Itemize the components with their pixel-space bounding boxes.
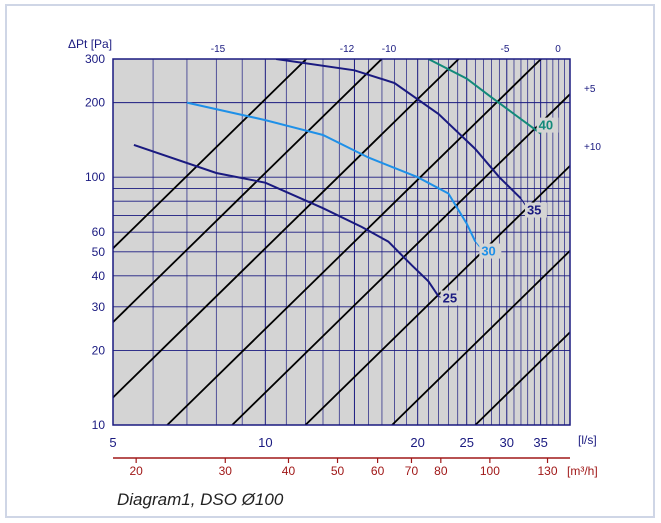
x-tick-label-m3h: 130 xyxy=(538,464,558,478)
x-tick-label-m3h: 70 xyxy=(405,464,419,478)
x-tick-label-ls: 5 xyxy=(109,435,116,450)
series-label-bg xyxy=(524,202,547,218)
series-line-30 xyxy=(186,101,477,243)
x-tick-label-m3h: 50 xyxy=(331,464,345,478)
damper-line xyxy=(113,59,307,250)
series-label-bg xyxy=(479,243,502,259)
damper-line xyxy=(304,164,570,425)
y-tick-label: 10 xyxy=(92,418,106,432)
series-line-40 xyxy=(427,59,542,135)
x-tick-label-ls: 25 xyxy=(459,435,473,450)
x-tick-label-m3h: 60 xyxy=(371,464,385,478)
x-tick-label-m3h: 80 xyxy=(434,464,448,478)
damper-line xyxy=(113,59,383,324)
series-line-35 xyxy=(275,59,522,200)
x-tick-label-ls: 30 xyxy=(500,435,514,450)
series-label-25: 25 xyxy=(443,291,457,306)
y-tick-label: 100 xyxy=(85,170,105,184)
series-label-bg xyxy=(440,290,463,306)
series-label-40: 40 xyxy=(539,118,553,133)
x-tick-label-ls: 35 xyxy=(533,435,547,450)
series-group xyxy=(133,59,542,298)
damper-line xyxy=(166,59,542,425)
x-tick-label-ls: 10 xyxy=(258,435,272,450)
x-tick-label-m3h: 30 xyxy=(219,464,233,478)
plot-border xyxy=(112,58,571,426)
damper-line xyxy=(474,331,570,425)
x-axis-label-m3h: [m³/h] xyxy=(567,464,598,478)
x-tick-label-m3h: 100 xyxy=(480,464,500,478)
damper-label-top: -15 xyxy=(211,44,226,55)
y-tick-label: 50 xyxy=(92,245,106,259)
y-tick-label: 40 xyxy=(92,269,106,283)
y-tick-label: 30 xyxy=(92,300,106,314)
y-tick-label: 20 xyxy=(92,343,106,357)
y-axis-label: ΔPt [Pa] xyxy=(68,37,112,51)
series-line-25 xyxy=(133,143,440,298)
damper-label-top: -5 xyxy=(501,44,510,55)
damper-label-right: +5 xyxy=(584,84,596,95)
series-label-30: 30 xyxy=(481,244,495,259)
damper-line xyxy=(113,59,460,399)
y-tick-label: 200 xyxy=(85,96,105,110)
y-tick-label: 300 xyxy=(85,52,105,66)
series-label-bg xyxy=(536,117,559,133)
damper-label-top: -10 xyxy=(382,44,397,55)
damper-label-top: 0 xyxy=(555,44,561,55)
x-tick-label-ls: 20 xyxy=(410,435,424,450)
series-label-35: 35 xyxy=(527,203,541,218)
damper-label-right: +10 xyxy=(584,142,601,153)
chart-caption: Diagram1, DSO Ø100 xyxy=(117,490,284,509)
x-axis-label-ls: [l/s] xyxy=(578,433,597,447)
y-tick-label: 60 xyxy=(92,225,106,239)
damper-label-top: -12 xyxy=(340,44,355,55)
x-tick-label-m3h: 40 xyxy=(282,464,296,478)
damper-line xyxy=(391,249,570,425)
plot-background xyxy=(113,59,570,425)
x-tick-label-m3h: 20 xyxy=(129,464,143,478)
